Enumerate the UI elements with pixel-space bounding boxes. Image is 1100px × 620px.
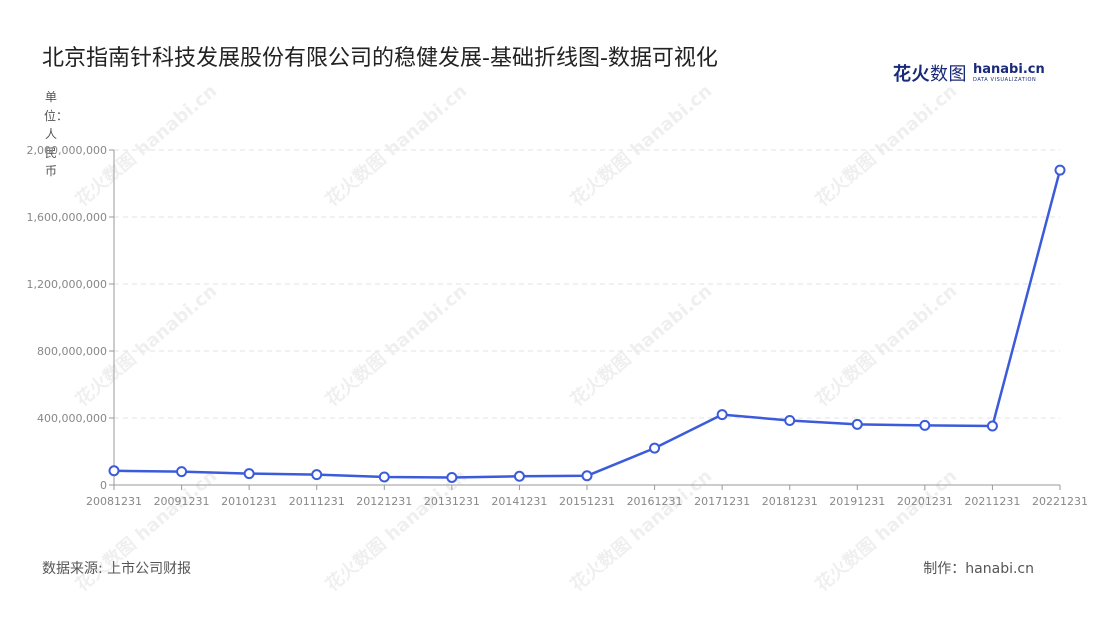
x-tick-label: 20161231 xyxy=(627,495,683,508)
y-tick-label: 800,000,000 xyxy=(37,345,107,358)
y-axis-unit-label: 单位：人民币 xyxy=(44,90,69,178)
data-point xyxy=(784,415,796,427)
x-tick-label: 20191231 xyxy=(829,495,885,508)
x-tick-label: 20091231 xyxy=(154,495,210,508)
data-point xyxy=(108,465,120,477)
chart-title: 北京指南针科技发展股份有限公司的稳健发展-基础折线图-数据可视化 xyxy=(42,46,718,71)
data-point xyxy=(919,419,931,431)
watermark: 花火数图 hanabi.cn xyxy=(321,280,471,411)
data-point xyxy=(581,470,593,482)
x-tick-label: 20221231 xyxy=(1032,495,1088,508)
data-source-note: 数据来源: 上市公司财报 xyxy=(42,561,192,577)
y-tick-label: 2,000,000,000 xyxy=(27,144,107,157)
x-tick-label: 20081231 xyxy=(86,495,142,508)
x-tick-label: 20111231 xyxy=(289,495,345,508)
data-point xyxy=(986,420,998,432)
data-point xyxy=(311,469,323,481)
x-tick-label: 20201231 xyxy=(897,495,953,508)
data-point xyxy=(851,418,863,430)
data-point xyxy=(243,468,255,480)
data-point xyxy=(176,466,188,478)
data-point xyxy=(378,471,390,483)
data-point xyxy=(649,442,661,454)
maker-credit: 制作：hanabi.cn xyxy=(923,561,1034,577)
x-tick-label: 20131231 xyxy=(424,495,480,508)
x-tick-label: 20101231 xyxy=(221,495,277,508)
x-tick-label: 20181231 xyxy=(762,495,818,508)
x-tick-label: 20171231 xyxy=(694,495,750,508)
data-point xyxy=(1054,164,1066,176)
y-tick-labels: 0 400,000,000 800,000,000 1,200,000,000 1,60… xyxy=(27,144,114,492)
y-tick-label: 1,200,000,000 xyxy=(27,278,107,291)
x-tick-label: 20211231 xyxy=(964,495,1020,508)
watermark: 花火数图 hanabi.cn xyxy=(811,80,961,211)
watermark: 花火数图 hanabi.cn xyxy=(321,80,471,211)
y-tick-label: 400,000,000 xyxy=(37,412,107,425)
y-tick-label: 0 xyxy=(100,479,107,492)
x-tick-label: 20121231 xyxy=(356,495,412,508)
data-point xyxy=(716,409,728,421)
x-tick-label: 20151231 xyxy=(559,495,615,508)
grid-lines xyxy=(114,149,1060,419)
y-tick-label: 1,600,000,000 xyxy=(27,211,107,224)
watermark: 花火数图 hanabi.cn xyxy=(811,280,961,411)
data-series xyxy=(108,164,1066,483)
data-point xyxy=(446,471,458,483)
watermark: 花火数图 hanabi.cn xyxy=(566,80,716,211)
brand-logo: 花火数图 hanabi.cn DATA VISUALIZATION xyxy=(893,62,1045,85)
data-point xyxy=(513,470,525,482)
x-tick-labels: 20081231 20091231 20101231 20111231 20121231… xyxy=(86,485,1088,508)
watermark-layer: 花火数图 hanabi.cn 花火数图 hanabi.cn 花火数图 hanabi.… xyxy=(71,80,961,596)
x-tick-label: 20141231 xyxy=(491,495,547,508)
watermark: 花火数图 hanabi.cn xyxy=(566,280,716,411)
